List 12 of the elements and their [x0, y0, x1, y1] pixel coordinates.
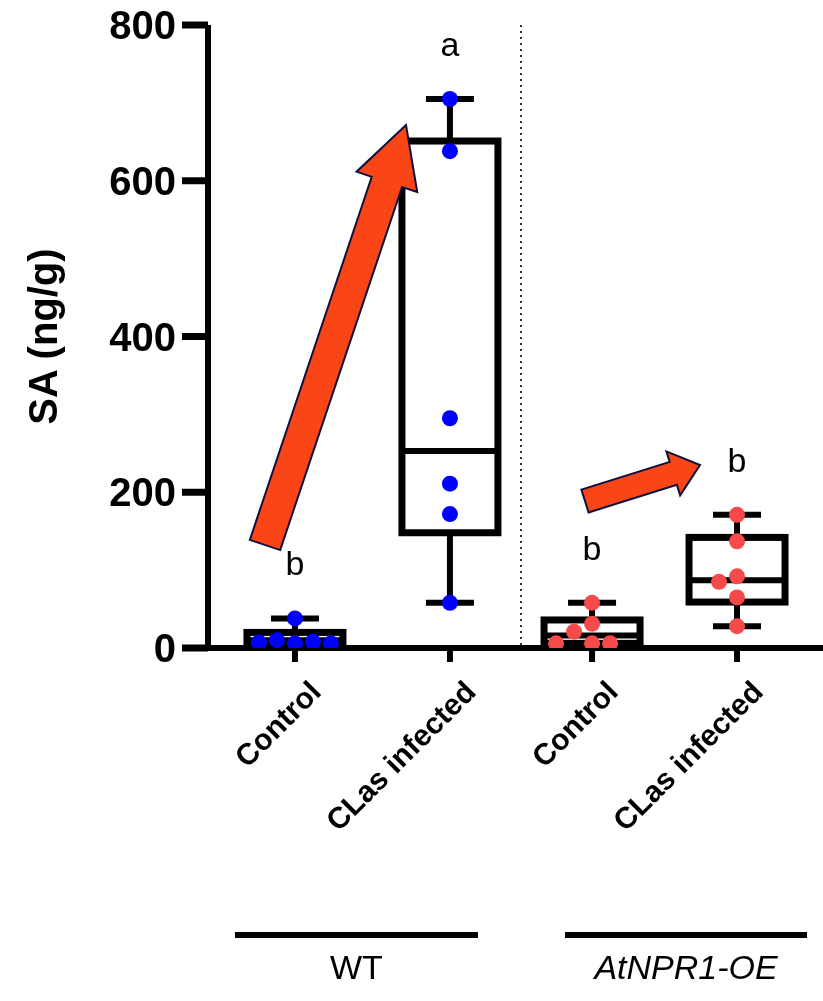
y-tick-label: 200 [109, 470, 176, 515]
y-tick-label: 400 [109, 314, 176, 359]
annotation: b [727, 440, 747, 479]
annotation: b [582, 528, 602, 567]
y-axis-title: SA (ng/g) [20, 248, 65, 425]
y-tick-label: 800 [109, 3, 176, 48]
y-tick-label: 600 [109, 158, 176, 203]
y-tick-label: 0 [153, 626, 176, 671]
annotation: b [285, 544, 305, 583]
text: AtNPR1-OE [592, 948, 778, 986]
text: WT [330, 948, 383, 986]
annotation: a [440, 24, 460, 63]
